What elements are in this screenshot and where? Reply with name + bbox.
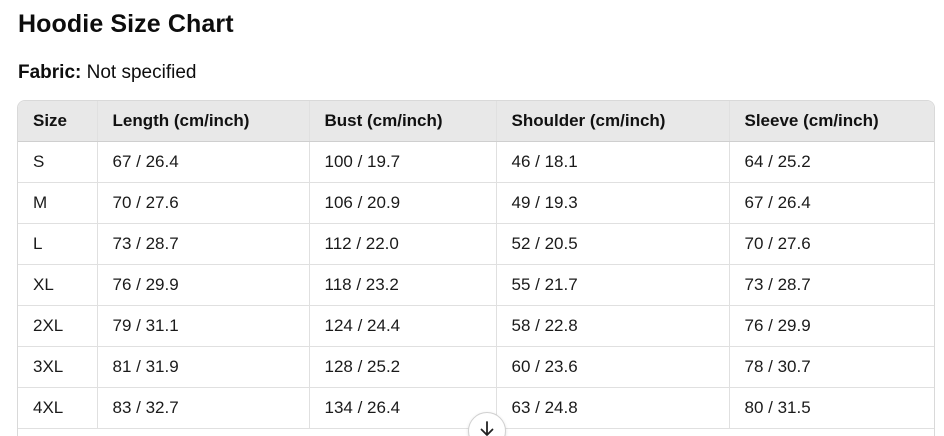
column-header-bust: Bust (cm/inch)	[309, 101, 497, 142]
page-title: Hoodie Size Chart	[18, 10, 234, 38]
cell-size: XL	[18, 264, 98, 306]
cell-sleeve: 80 / 31.5	[729, 387, 934, 429]
cell-length: 73 / 28.7	[97, 223, 310, 265]
cell-length: 79 / 31.1	[97, 305, 310, 347]
size-table: Size Length (cm/inch) Bust (cm/inch) Sho…	[18, 101, 934, 429]
column-header-size: Size	[18, 101, 98, 142]
table-row: 2XL 79 / 31.1 124 / 24.4 58 / 22.8 76 / …	[18, 305, 934, 347]
column-header-length: Length (cm/inch)	[97, 101, 310, 142]
cell-length: 70 / 27.6	[97, 182, 310, 224]
table-row: M 70 / 27.6 106 / 20.9 49 / 19.3 67 / 26…	[18, 182, 934, 224]
table-row: L 73 / 28.7 112 / 22.0 52 / 20.5 70 / 27…	[18, 223, 934, 265]
cell-size: 3XL	[18, 346, 98, 388]
cell-bust: 124 / 24.4	[309, 305, 497, 347]
cell-sleeve: 70 / 27.6	[729, 223, 934, 265]
cell-length: 83 / 32.7	[97, 387, 310, 429]
table-row: XL 76 / 29.9 118 / 23.2 55 / 21.7 73 / 2…	[18, 264, 934, 306]
cell-sleeve: 76 / 29.9	[729, 305, 934, 347]
cell-length: 81 / 31.9	[97, 346, 310, 388]
cell-bust: 112 / 22.0	[309, 223, 497, 265]
cell-size: M	[18, 182, 98, 224]
fabric-value: Not specified	[86, 62, 197, 83]
cell-bust: 100 / 19.7	[309, 141, 497, 183]
table-header-row: Size Length (cm/inch) Bust (cm/inch) Sho…	[18, 101, 934, 142]
cell-sleeve: 78 / 30.7	[729, 346, 934, 388]
cell-size: 2XL	[18, 305, 98, 347]
cell-size: L	[18, 223, 98, 265]
cell-bust: 134 / 26.4	[309, 387, 497, 429]
cell-length: 67 / 26.4	[97, 141, 310, 183]
scroll-down-button[interactable]	[468, 412, 506, 436]
cell-shoulder: 49 / 19.3	[496, 182, 730, 224]
table-row: 3XL 81 / 31.9 128 / 25.2 60 / 23.6 78 / …	[18, 346, 934, 388]
fabric-line: Fabric: Not specified	[18, 62, 196, 84]
cell-sleeve: 73 / 28.7	[729, 264, 934, 306]
cell-bust: 128 / 25.2	[309, 346, 497, 388]
cell-size: S	[18, 141, 98, 183]
cell-sleeve: 64 / 25.2	[729, 141, 934, 183]
column-header-shoulder: Shoulder (cm/inch)	[496, 101, 730, 142]
cell-shoulder: 46 / 18.1	[496, 141, 730, 183]
arrow-down-icon	[480, 421, 494, 436]
cell-size: 4XL	[18, 387, 98, 429]
cell-shoulder: 55 / 21.7	[496, 264, 730, 306]
cell-bust: 106 / 20.9	[309, 182, 497, 224]
fabric-label: Fabric:	[18, 62, 82, 83]
cell-shoulder: 63 / 24.8	[496, 387, 730, 429]
column-header-sleeve: Sleeve (cm/inch)	[729, 101, 934, 142]
cell-length: 76 / 29.9	[97, 264, 310, 306]
cell-shoulder: 58 / 22.8	[496, 305, 730, 347]
cell-shoulder: 60 / 23.6	[496, 346, 730, 388]
cell-shoulder: 52 / 20.5	[496, 223, 730, 265]
cell-sleeve: 67 / 26.4	[729, 182, 934, 224]
table-row: S 67 / 26.4 100 / 19.7 46 / 18.1 64 / 25…	[18, 141, 934, 183]
table-row: 4XL 83 / 32.7 134 / 26.4 63 / 24.8 80 / …	[18, 387, 934, 429]
size-table-container: Size Length (cm/inch) Bust (cm/inch) Sho…	[17, 100, 935, 436]
cell-bust: 118 / 23.2	[309, 264, 497, 306]
